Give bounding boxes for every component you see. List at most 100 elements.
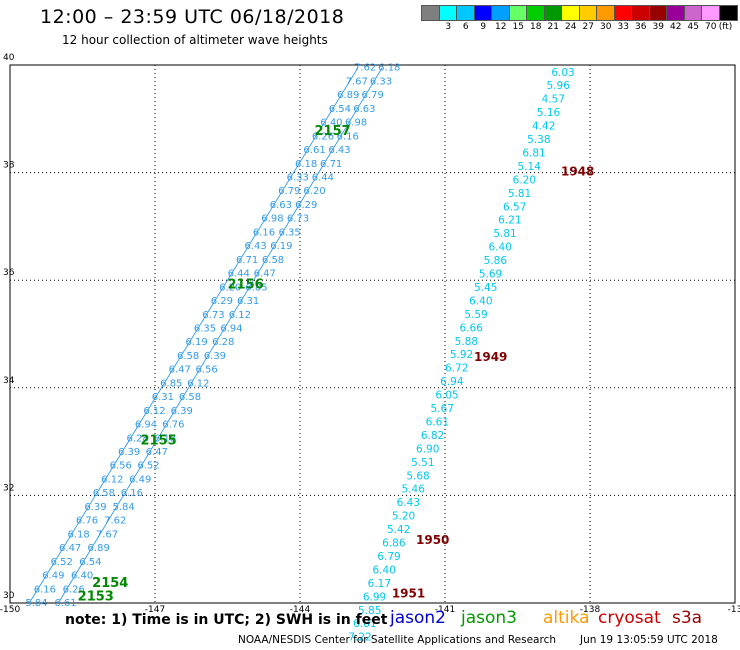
chart-title: 12:00 – 23:59 UTC 06/18/2018 (40, 6, 345, 28)
wave-height-label: 6.40 (71, 571, 93, 582)
wave-height-label: 6.35 (194, 323, 216, 334)
wave-height-label: 6.16 (253, 227, 275, 238)
y-tick-labels: 30 32 34 36 38 40 (3, 53, 15, 601)
time-label: 2154 (92, 576, 128, 591)
wave-height-label: 6.28 (126, 433, 148, 444)
scale-swatch (701, 5, 721, 21)
wave-height-label: 6.71 (236, 255, 258, 266)
wave-height-label: 5.92 (450, 349, 473, 361)
wave-height-label: 6.63 (353, 104, 375, 115)
wave-height-label: 6.33 (287, 172, 309, 183)
wave-height-label: 7.62 (104, 516, 126, 527)
time-label: 1949 (474, 350, 507, 364)
wave-height-label: 5.38 (527, 134, 550, 146)
wave-height-label: 6.40 (489, 242, 512, 254)
y-tick-label: 34 (3, 376, 15, 386)
x-tick-label: -144 (290, 605, 311, 615)
wave-height-label: 5.81 (508, 188, 531, 200)
scale-label: 27 (582, 22, 594, 32)
wave-height-label: 6.05 (435, 390, 458, 402)
wave-height-label: 6.76 (162, 420, 184, 431)
wave-height-label: 6.99 (363, 591, 386, 603)
scale-swatch (526, 5, 546, 21)
wave-height-label: 5.42 (387, 524, 410, 536)
scale-label: 18 (530, 22, 542, 32)
wave-height-label: 5.59 (464, 309, 487, 321)
wave-height-label: 6.52 (137, 461, 159, 472)
scale-swatch (666, 5, 686, 21)
scale-label: 15 (512, 22, 524, 32)
wave-height-label: 6.26 (63, 584, 85, 595)
wave-height-label: 6.40 (320, 118, 342, 129)
wave-height-label: 6.57 (503, 201, 526, 213)
wave-height-label: 7.67 (96, 529, 118, 540)
scale-swatch (438, 5, 458, 21)
wave-height-label: 6.72 (445, 363, 468, 375)
wave-height-label: 6.58 (93, 488, 115, 499)
scale-label: 3 (445, 22, 452, 32)
time-label: 2157 (315, 124, 351, 139)
wave-height-label: 5.20 (392, 511, 415, 523)
wave-height-label: 6.12 (143, 406, 165, 417)
wave-height-label: 6.63 (270, 200, 292, 211)
wave-height-label: 5.45 (474, 282, 497, 294)
wave-height-label: 6.20 (303, 186, 325, 197)
wave-height-label: 6.47 (254, 269, 276, 280)
scale-label: 30 (600, 22, 612, 32)
wave-height-label: 6.89 (88, 543, 110, 554)
time-label: 1950 (416, 533, 449, 547)
wave-height-label: 5.88 (455, 336, 478, 348)
wave-height-label: 5.81 (493, 228, 516, 240)
legend-cryosat: cryosat (598, 608, 661, 628)
wave-height-label: 6.21 (498, 215, 521, 227)
wave-height-label: 5.16 (537, 107, 561, 119)
wave-height-label: 6.12 (229, 310, 251, 321)
plot-frame (9, 64, 736, 604)
legend-jason3: jason3 (461, 608, 517, 628)
time-label: 2155 (141, 433, 177, 448)
y-tick-label: 40 (3, 53, 15, 63)
scale-swatch (683, 5, 703, 21)
wave-height-label: 6.58 (262, 255, 284, 266)
wave-height-label: 6.54 (79, 557, 101, 568)
wave-height-label: 6.18 (154, 433, 176, 444)
wave-height-label: 6.20 (219, 282, 241, 293)
wave-height-label: 6.43 (244, 241, 266, 252)
wave-height-label: 6.40 (469, 295, 492, 307)
wave-height-label: 6.82 (421, 430, 444, 442)
wave-height-label: 6.61 (426, 416, 449, 428)
wave-height-label: 6.61 (54, 598, 76, 609)
scale-label: 21 (547, 22, 559, 32)
x-tick-label: -141 (435, 605, 455, 615)
time-label: 2153 (78, 589, 114, 604)
wave-height-label: 6.49 (129, 474, 151, 485)
wave-height-label: 6.98 (261, 214, 283, 225)
wave-height-label: 6.39 (204, 351, 226, 362)
scale-swatch (578, 5, 598, 21)
wave-height-label: 6.29 (211, 296, 233, 307)
x-tick-label: -13 (728, 605, 740, 615)
wave-height-label: 6.79 (362, 90, 384, 101)
scale-swatch (631, 5, 651, 21)
west-tracks: 7.62 7.67 6.89 6.54 6.40 6.26 6.61 6.18 6.33 6.79… (25, 63, 400, 609)
wave-height-label: 6.44 (312, 172, 334, 183)
east-track: 6.035.964.575.164.425.386.815.146.205.81… (348, 67, 594, 644)
credit-line: NOAA/NESDIS Center for Satellite Applica… (238, 634, 556, 646)
ground-track (57, 67, 383, 604)
wave-height-label: 6.39 (84, 502, 106, 513)
wave-height-label: 6.56 (195, 365, 217, 376)
scale-swatch (543, 5, 563, 21)
wave-height-label: 7.22 (348, 632, 371, 644)
scale-swatch (613, 5, 633, 21)
wave-height-label: 6.28 (212, 337, 234, 348)
wave-height-label: 6.26 (312, 131, 334, 142)
wave-height-label: 6.94 (220, 323, 242, 334)
wave-height-label: 5.46 (402, 484, 426, 496)
scale-swatch (491, 5, 511, 21)
wave-height-label: 7.62 (354, 63, 376, 74)
wave-height-label: 6.47 (146, 447, 168, 458)
scale-label: 6 (462, 22, 469, 32)
wave-height-label: 6.18 (378, 63, 400, 74)
scale-label: 24 (565, 22, 577, 32)
legend-s3a: s3a (672, 608, 703, 628)
